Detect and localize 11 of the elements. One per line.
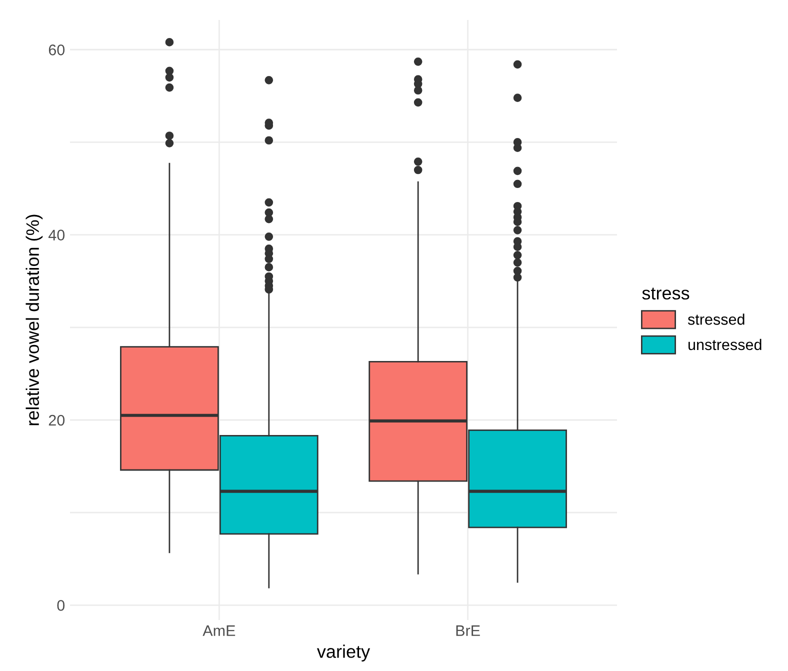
y-tick-label: 0 [57, 600, 65, 611]
y-axis-title: relative vowel duration (%) [26, 214, 43, 426]
y-tick-label: 40 [48, 230, 65, 240]
x-tick-label: BrE [456, 625, 480, 636]
y-tick-label: 20 [48, 414, 65, 426]
legend-label: stressed [688, 314, 744, 325]
legend-title: stress [642, 288, 690, 300]
legend-label: unstressed [688, 338, 762, 350]
y-tick-label: 60 [48, 44, 65, 56]
x-tick-label: AmE [202, 625, 236, 636]
x-axis-title: variety [316, 644, 370, 662]
